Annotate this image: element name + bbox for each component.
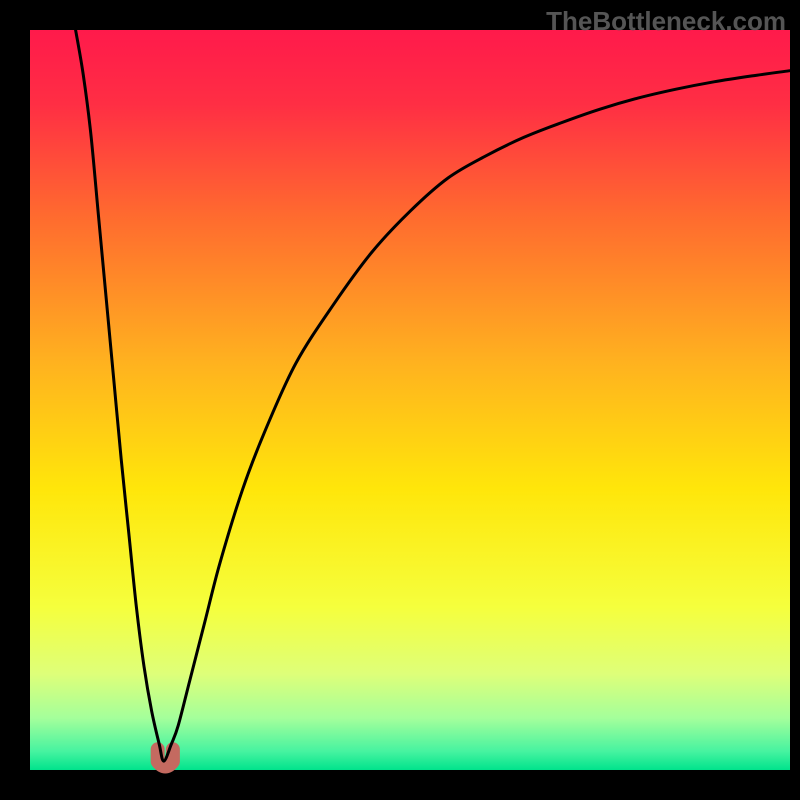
chart-frame: TheBottleneck.com <box>0 0 800 800</box>
chart-svg <box>30 30 790 770</box>
watermark-label: TheBottleneck.com <box>546 6 786 37</box>
plot-area <box>30 30 790 770</box>
